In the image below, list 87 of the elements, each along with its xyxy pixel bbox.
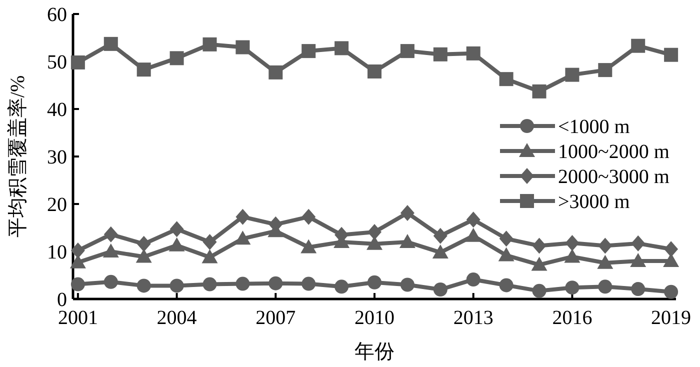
point	[400, 278, 414, 292]
point	[532, 238, 546, 254]
point	[334, 280, 349, 294]
y-tick-label: 10	[47, 242, 67, 264]
point	[400, 205, 414, 222]
point	[170, 278, 184, 293]
point	[499, 72, 514, 86]
x-axis-title: 年份	[354, 341, 394, 363]
y-tick-label: 30	[47, 146, 67, 168]
point	[433, 282, 448, 296]
legend-label: 1000~2000 m	[558, 141, 670, 163]
point	[466, 212, 480, 228]
point	[597, 254, 614, 269]
point	[499, 230, 514, 247]
legend-label: <1000 m	[558, 116, 630, 138]
point	[268, 65, 283, 80]
point	[498, 247, 514, 262]
point	[202, 234, 217, 250]
point	[300, 239, 317, 254]
point	[302, 276, 316, 291]
point	[598, 238, 612, 254]
point	[631, 38, 646, 53]
point	[70, 277, 85, 292]
y-axis-title: 平均积雪覆盖率/%	[6, 75, 29, 238]
point	[664, 48, 678, 62]
point	[433, 228, 448, 244]
point	[532, 284, 546, 298]
y-tick-label: 50	[47, 52, 67, 74]
point	[664, 284, 678, 299]
point	[104, 226, 118, 242]
legend-label: >3000 m	[558, 191, 630, 213]
x-tick-label: 2007	[256, 307, 296, 329]
y-tick-label: 60	[47, 4, 67, 26]
point	[598, 63, 612, 78]
legend-label: 2000~3000 m	[558, 166, 670, 188]
point	[168, 237, 185, 252]
point	[664, 241, 678, 258]
point	[631, 235, 646, 252]
x-tick-label: 2019	[651, 307, 692, 329]
point	[202, 277, 217, 292]
point	[531, 256, 548, 271]
point	[268, 276, 283, 290]
point	[532, 84, 546, 98]
y-tick-label: 20	[47, 194, 67, 216]
point	[102, 244, 119, 258]
point	[104, 274, 118, 289]
point	[136, 62, 151, 77]
point	[302, 44, 316, 58]
point	[565, 234, 580, 251]
point	[70, 242, 85, 259]
point	[433, 47, 448, 62]
point	[104, 36, 118, 51]
point	[466, 46, 480, 60]
point	[70, 55, 85, 70]
point	[466, 272, 480, 287]
point	[598, 280, 612, 294]
point	[368, 64, 382, 78]
point	[368, 224, 382, 240]
point	[334, 41, 349, 56]
x-tick-label: 2016	[552, 307, 592, 329]
point	[136, 248, 152, 263]
point	[236, 276, 250, 291]
x-tick-label: 2004	[156, 307, 197, 329]
point	[170, 51, 184, 66]
point	[630, 253, 646, 267]
point	[400, 44, 414, 58]
point	[302, 208, 316, 225]
point	[368, 275, 382, 290]
point	[631, 282, 646, 296]
point	[565, 280, 580, 295]
point	[432, 244, 448, 258]
point	[564, 248, 580, 263]
point	[202, 249, 218, 264]
point	[236, 40, 250, 54]
point	[499, 278, 514, 292]
point	[465, 228, 482, 242]
point	[136, 236, 151, 252]
point	[234, 230, 251, 245]
point	[236, 208, 250, 225]
point	[565, 68, 580, 82]
point	[136, 278, 151, 293]
x-tick-label: 2013	[453, 307, 494, 329]
point	[170, 221, 184, 238]
point	[399, 234, 416, 248]
x-tick-label: 2010	[354, 307, 394, 329]
point	[202, 37, 217, 52]
y-tick-label: 40	[47, 99, 67, 121]
